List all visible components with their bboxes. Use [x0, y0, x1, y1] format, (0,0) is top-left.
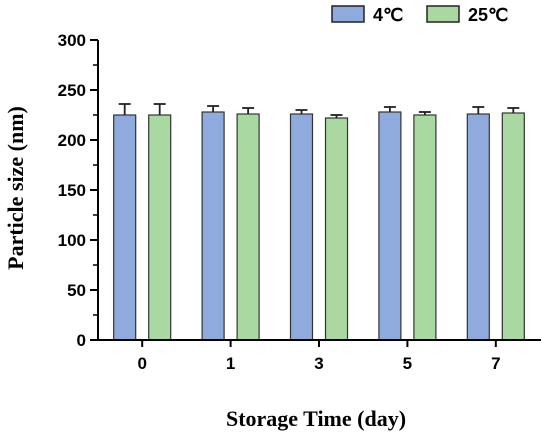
y-axis-title: Particle size (nm) — [3, 106, 28, 270]
bar-25c-day-3 — [324, 117, 349, 341]
legend-swatch-4c — [331, 5, 365, 23]
y-tick-label: 150 — [58, 181, 86, 200]
y-tick-label: 50 — [67, 281, 86, 300]
bar-25c-day-7 — [501, 112, 525, 341]
x-tick-label: 3 — [314, 354, 323, 373]
bar-4c-day-3 — [289, 113, 314, 341]
bar-4c-day-5 — [378, 111, 402, 341]
y-tick-label: 0 — [77, 331, 86, 350]
x-axis-title: Storage Time (day) — [226, 406, 406, 431]
bar-25c-day-0 — [148, 114, 172, 341]
bar-25c-day-5 — [413, 114, 437, 341]
x-tick-label: 7 — [491, 354, 500, 373]
x-axis-ticks: 0 1 3 5 7 — [137, 340, 501, 373]
bar-25c-day-1 — [236, 113, 260, 341]
y-tick-label: 100 — [58, 231, 86, 250]
legend-label-4c: 4℃ — [373, 5, 403, 25]
legend: 4℃ 25℃ — [331, 5, 508, 25]
x-tick-label: 0 — [137, 354, 146, 373]
y-axis-ticks: 0 50 100 150 200 250 300 — [58, 31, 98, 350]
x-tick-label: 1 — [226, 354, 235, 373]
legend-label-25c: 25℃ — [468, 5, 508, 25]
y-tick-label: 250 — [58, 81, 86, 100]
legend-swatch-25c — [426, 5, 460, 23]
bars — [113, 103, 525, 341]
bar-4c-day-7 — [466, 113, 490, 341]
y-tick-label: 200 — [58, 131, 86, 150]
bar-4c-day-0 — [113, 114, 137, 341]
x-tick-label: 5 — [403, 354, 412, 373]
bar-4c-day-1 — [201, 111, 225, 341]
y-tick-label: 300 — [58, 31, 86, 50]
